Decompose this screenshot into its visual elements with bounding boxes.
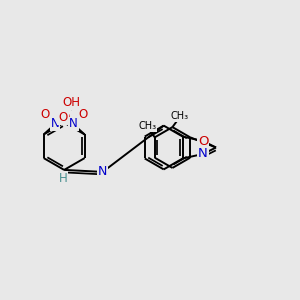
Text: O: O [78, 108, 88, 121]
Text: N: N [69, 118, 78, 130]
Text: O: O [61, 111, 70, 124]
Text: OH: OH [63, 96, 81, 109]
Text: CH₃: CH₃ [171, 111, 189, 121]
Text: O: O [41, 108, 50, 121]
Text: N: N [50, 118, 59, 130]
Text: O: O [198, 134, 208, 148]
Text: N: N [198, 148, 208, 160]
Text: N: N [98, 165, 107, 178]
Text: H: H [58, 172, 67, 185]
Text: CH₃: CH₃ [138, 121, 156, 131]
Text: O: O [58, 111, 68, 124]
